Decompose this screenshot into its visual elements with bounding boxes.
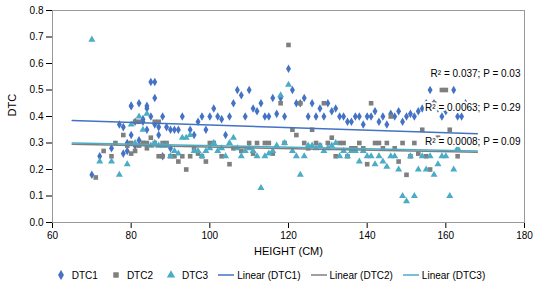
svg-text:R² = 0.0008; P = 0.09: R² = 0.0008; P = 0.09 xyxy=(425,136,521,147)
svg-text:80: 80 xyxy=(126,230,138,241)
svg-text:0.4: 0.4 xyxy=(30,111,44,122)
svg-text:DTC: DTC xyxy=(6,94,18,117)
html-text:Linear (DTC3): Linear (DTC3) xyxy=(421,269,486,281)
svg-text:180: 180 xyxy=(516,230,533,241)
svg-text:0.6: 0.6 xyxy=(30,58,44,69)
svg-text:HEIGHT (CM): HEIGHT (CM) xyxy=(254,245,323,257)
svg-text:R² = 0.0063; P = 0.29: R² = 0.0063; P = 0.29 xyxy=(425,102,521,113)
svg-text:0.8: 0.8 xyxy=(30,5,44,16)
svg-text:0.0: 0.0 xyxy=(30,217,44,228)
html-text:DTC2: DTC2 xyxy=(126,269,153,281)
svg-text:0.3: 0.3 xyxy=(30,137,44,148)
svg-text:140: 140 xyxy=(359,230,376,241)
svg-text:60: 60 xyxy=(47,230,59,241)
html-text:DTC1: DTC1 xyxy=(71,269,98,281)
svg-text:160: 160 xyxy=(437,230,454,241)
svg-text:0.2: 0.2 xyxy=(30,164,44,175)
svg-text:0.5: 0.5 xyxy=(30,84,44,95)
html-text:DTC3: DTC3 xyxy=(182,269,209,281)
svg-text:0.7: 0.7 xyxy=(30,31,44,42)
svg-text:120: 120 xyxy=(280,230,297,241)
html-text:Linear (DTC1): Linear (DTC1) xyxy=(237,269,301,281)
svg-text:100: 100 xyxy=(201,230,218,241)
svg-text:0.1: 0.1 xyxy=(30,190,44,201)
html-text:Linear (DTC2): Linear (DTC2) xyxy=(329,269,393,281)
svg-text:R² = 0.037; P = 0.03: R² = 0.037; P = 0.03 xyxy=(431,68,521,79)
